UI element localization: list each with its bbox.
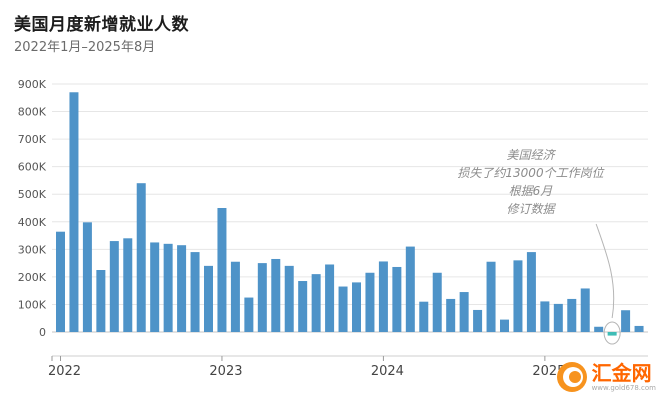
bar-2024-05 — [432, 272, 442, 332]
annotation-line: 损失了约13000个工作岗位 — [457, 166, 604, 180]
bar-2022-04 — [96, 270, 106, 332]
bar-2025-04 — [580, 288, 590, 332]
bar-2023-12 — [365, 272, 375, 332]
bar-2024-04 — [419, 301, 429, 332]
bar-2022-03 — [82, 222, 92, 332]
y-tick-label: 0 — [39, 326, 46, 339]
bar-2024-10 — [500, 319, 509, 332]
bar-2022-11 — [190, 252, 200, 332]
bar-2025-01 — [540, 301, 550, 332]
bar-2023-08 — [311, 274, 321, 332]
x-tick-label: 2022 — [48, 364, 81, 379]
bar-2023-07 — [298, 281, 308, 332]
bar-2025-05 — [594, 326, 604, 332]
annotation-line: 根据6月 — [508, 184, 553, 198]
bar-2024-06 — [446, 298, 456, 332]
bar-2023-09 — [325, 264, 335, 332]
bar-2024-11 — [513, 260, 523, 332]
annotation-line: 美国经济 — [506, 148, 555, 162]
y-tick-label: 400K — [18, 216, 47, 229]
annotation-line: 修订数据 — [506, 202, 555, 216]
bar-2023-05 — [271, 258, 281, 332]
bar-2023-02 — [230, 261, 240, 332]
bar-2024-09 — [486, 261, 496, 332]
bar-2023-10 — [338, 286, 348, 332]
chart-title: 美国月度新增就业人数 — [14, 15, 189, 35]
bar-2024-07 — [459, 292, 469, 332]
highlight-circle — [603, 321, 621, 345]
bar-2025-06 — [607, 332, 617, 336]
bar-2022-05 — [109, 241, 119, 332]
y-tick-label: 100K — [18, 298, 47, 311]
y-tick-label: 500K — [18, 188, 47, 201]
bar-2023-06 — [284, 265, 294, 332]
bar-2022-02 — [69, 92, 79, 333]
y-tick-label: 800K — [18, 106, 47, 119]
bar-2024-08 — [473, 309, 483, 332]
bar-2022-08 — [150, 242, 160, 332]
chart-subtitle: 2022年1月–2025年8月 — [14, 40, 156, 55]
y-tick-label: 600K — [18, 161, 47, 174]
bar-2022-07 — [136, 183, 146, 332]
bar-2023-03 — [244, 297, 254, 332]
y-tick-label: 300K — [18, 243, 47, 256]
bar-2024-03 — [405, 246, 415, 332]
annotation-connector — [595, 223, 615, 319]
y-tick-label: 900K — [18, 78, 47, 91]
bar-2023-04 — [257, 263, 267, 332]
y-tick-label: 200K — [18, 271, 47, 284]
brand-url: www.gold678.com — [591, 384, 656, 392]
bar-2024-01 — [378, 261, 388, 332]
x-tick-label: 2023 — [209, 364, 242, 379]
bar-2025-03 — [567, 298, 577, 332]
bar-2022-10 — [177, 245, 187, 332]
bar-2023-11 — [352, 282, 361, 332]
brand-logo-icon — [556, 362, 587, 392]
y-tick-label: 700K — [18, 133, 47, 146]
chart-annotation: 美国经济 损失了约13000个工作岗位 根据6月 修订数据 — [438, 146, 623, 218]
brand-name: 汇金网 — [591, 361, 652, 385]
bar-2025-08 — [634, 325, 644, 332]
bar-2024-12 — [526, 252, 536, 332]
bar-2022-06 — [123, 238, 133, 332]
bar-2025-02 — [553, 303, 563, 332]
bar-2025-07 — [621, 310, 631, 332]
x-tick-label: 2024 — [371, 364, 404, 379]
bar-2022-12 — [204, 265, 213, 332]
brand-logo: 汇金网 www.gold678.com — [556, 361, 656, 392]
bar-2022-09 — [163, 243, 173, 332]
bar-2023-01 — [217, 208, 227, 332]
bar-2022-01 — [56, 231, 65, 332]
bar-2024-02 — [392, 266, 402, 332]
